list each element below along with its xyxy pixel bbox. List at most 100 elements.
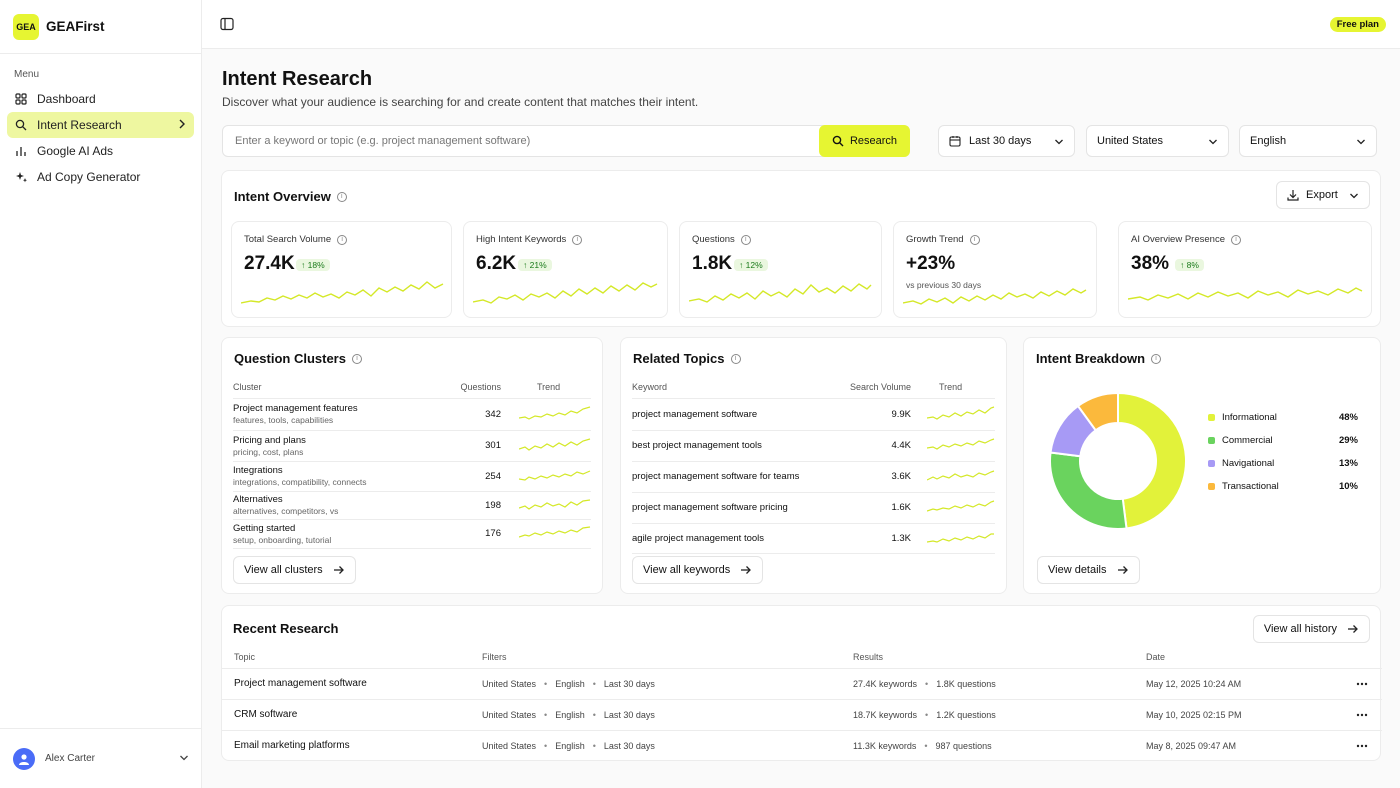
table-row[interactable]: Pricing and plans pricing, cost, plans 30… <box>233 430 591 462</box>
table-row[interactable]: project management software for teams 3.… <box>632 461 995 493</box>
cluster-desc: pricing, cost, plans <box>233 446 304 457</box>
metric-card-total-search-volume[interactable]: Total Search Volume i 27.4K ↑ 18% <box>231 221 452 318</box>
metric-card-high-intent-keywords[interactable]: High Intent Keywords i 6.2K ↑ 21% <box>463 221 668 318</box>
legend-label: Transactional <box>1222 481 1279 492</box>
avatar <box>13 747 35 770</box>
result-keywords: 11.3K keywords <box>853 740 917 751</box>
more-icon[interactable] <box>1342 699 1382 731</box>
keyword: agile project management tools <box>632 523 832 554</box>
info-icon[interactable]: i <box>1230 234 1241 245</box>
change-badge: ↑ 8% <box>1175 259 1204 271</box>
view-all-clusters-button[interactable]: View all clusters <box>233 556 356 584</box>
brand[interactable]: GEA GEAFirst <box>0 0 201 54</box>
sidebar-item-google-ai-ads[interactable]: Google AI Ads <box>7 138 194 164</box>
search-volume: 4.4K <box>832 430 911 462</box>
button-label: View all clusters <box>244 564 323 576</box>
plan-badge[interactable]: Free plan <box>1329 17 1386 32</box>
related-topics-card: Related Topics i Keyword Search Volume Tr… <box>620 337 1007 594</box>
related-topics-title: Related Topics i <box>633 351 741 366</box>
cluster-desc: integrations, compatibility, connects <box>233 477 367 487</box>
table-row[interactable]: agile project management tools 1.3K <box>632 523 995 554</box>
result-keywords: 18.7K keywords <box>853 709 918 720</box>
more-icon[interactable] <box>1342 668 1382 700</box>
info-icon[interactable]: i <box>336 191 347 202</box>
view-all-keywords-button[interactable]: View all keywords <box>632 556 764 584</box>
brand-name: GEAFirst <box>46 19 105 34</box>
date: May 10, 2025 02:15 PM <box>1146 699 1342 731</box>
chevron-down-icon <box>179 751 189 765</box>
chevron-down-icon <box>1356 137 1366 149</box>
cluster-count: 301 <box>442 430 501 462</box>
language-select[interactable]: English <box>1239 125 1377 157</box>
table-header: Cluster Questions Trend <box>233 377 591 399</box>
legend-swatch <box>1208 460 1215 467</box>
metric-card-questions[interactable]: Questions i 1.8K ↑ 12% <box>679 221 882 318</box>
view-details-button[interactable]: View details <box>1037 556 1140 584</box>
bar-chart-icon <box>14 144 28 158</box>
table-row[interactable]: project management software 9.9K <box>632 398 995 431</box>
legend-pct: 29% <box>1338 435 1358 446</box>
research-button[interactable]: Research <box>819 125 910 157</box>
table-row[interactable]: Email marketing platforms United States •… <box>222 730 1382 761</box>
info-icon[interactable]: i <box>740 234 751 245</box>
arrow-right-icon <box>333 566 344 574</box>
table-row[interactable]: Alternatives alternatives, competitors, v… <box>233 491 591 520</box>
column-header: Keyword <box>632 377 832 399</box>
sidebar-toggle-icon[interactable] <box>220 17 234 34</box>
donut-slice-commercial[interactable] <box>1049 451 1128 530</box>
sidebar-item-intent-research[interactable]: Intent Research <box>7 112 194 138</box>
export-button[interactable]: Export <box>1276 181 1370 209</box>
cluster-count: 342 <box>442 398 501 431</box>
country-select[interactable]: United States <box>1086 125 1229 157</box>
table-row[interactable]: Getting started setup, onboarding, tutori… <box>233 519 591 549</box>
card-title-text: Intent Breakdown <box>1036 351 1146 366</box>
chevron-down-icon <box>1054 137 1064 149</box>
metric-label: Questions <box>692 234 735 245</box>
info-icon[interactable]: i <box>730 353 741 364</box>
filter-language: English <box>555 709 585 720</box>
user-menu[interactable]: Alex Carter <box>0 728 201 788</box>
date-range-select[interactable]: Last 30 days <box>938 125 1075 157</box>
results: 11.3K keywords • 987 questions <box>853 740 992 751</box>
page-subtitle: Discover what your audience is searching… <box>222 95 699 109</box>
more-icon[interactable] <box>1342 730 1382 761</box>
topic: Email marketing platforms <box>234 740 350 752</box>
table-row[interactable]: Integrations integrations, compatibility,… <box>233 461 591 492</box>
search-input[interactable] <box>223 126 803 156</box>
legend-label: Commercial <box>1222 435 1273 446</box>
metric-label-row: Total Search Volume i <box>244 234 348 245</box>
info-icon[interactable]: i <box>572 234 583 245</box>
research-button-label: Research <box>849 135 898 147</box>
trend-sparkline <box>926 532 994 543</box>
date: May 8, 2025 09:47 AM <box>1146 740 1237 751</box>
column-header: Search Volume <box>832 377 911 399</box>
metric-value: +23% <box>906 253 956 274</box>
trend-sparkline <box>926 470 995 481</box>
filters: United States • English • Last 30 days <box>482 668 853 700</box>
filter-language: English <box>555 678 585 689</box>
table-row[interactable]: project management software pricing 1.6K <box>632 492 995 524</box>
search-volume: 3.6K <box>832 461 911 493</box>
info-icon[interactable]: i <box>969 234 980 245</box>
view-all-history-button[interactable]: View all history <box>1252 615 1370 643</box>
sidebar-item-ad-copy-generator[interactable]: Ad Copy Generator <box>7 164 194 190</box>
info-icon[interactable]: i <box>1151 353 1162 364</box>
top-bar: Free plan <box>202 0 1400 49</box>
metric-label: AI Overview Presence <box>1131 234 1225 245</box>
metric-card-growth-trend[interactable]: Growth Trend i +23% vs previous 30 days <box>893 221 1097 318</box>
menu-label: Menu <box>14 69 40 80</box>
info-icon[interactable]: i <box>337 234 348 245</box>
donut-slice-informational[interactable] <box>1117 391 1187 530</box>
legend-label: Navigational <box>1222 458 1275 469</box>
metric-card-ai-overview-presence[interactable]: AI Overview Presence i 38% ↑ 8% <box>1118 221 1372 318</box>
sidebar-item-dashboard[interactable]: Dashboard <box>7 86 194 112</box>
table-row[interactable]: best project management tools 4.4K <box>632 430 995 462</box>
metric-value: 6.2K <box>476 253 517 274</box>
cluster-name: Pricing and plans <box>233 434 306 446</box>
table-row[interactable]: Project management features features, too… <box>233 398 591 431</box>
table-row[interactable]: Project management software United State… <box>222 668 1382 700</box>
info-icon[interactable]: i <box>351 353 362 364</box>
trend-sparkline <box>926 500 995 512</box>
donut-slice-transactional[interactable] <box>1076 391 1119 432</box>
table-row[interactable]: CRM software United States • English • Last … <box>222 699 1382 731</box>
